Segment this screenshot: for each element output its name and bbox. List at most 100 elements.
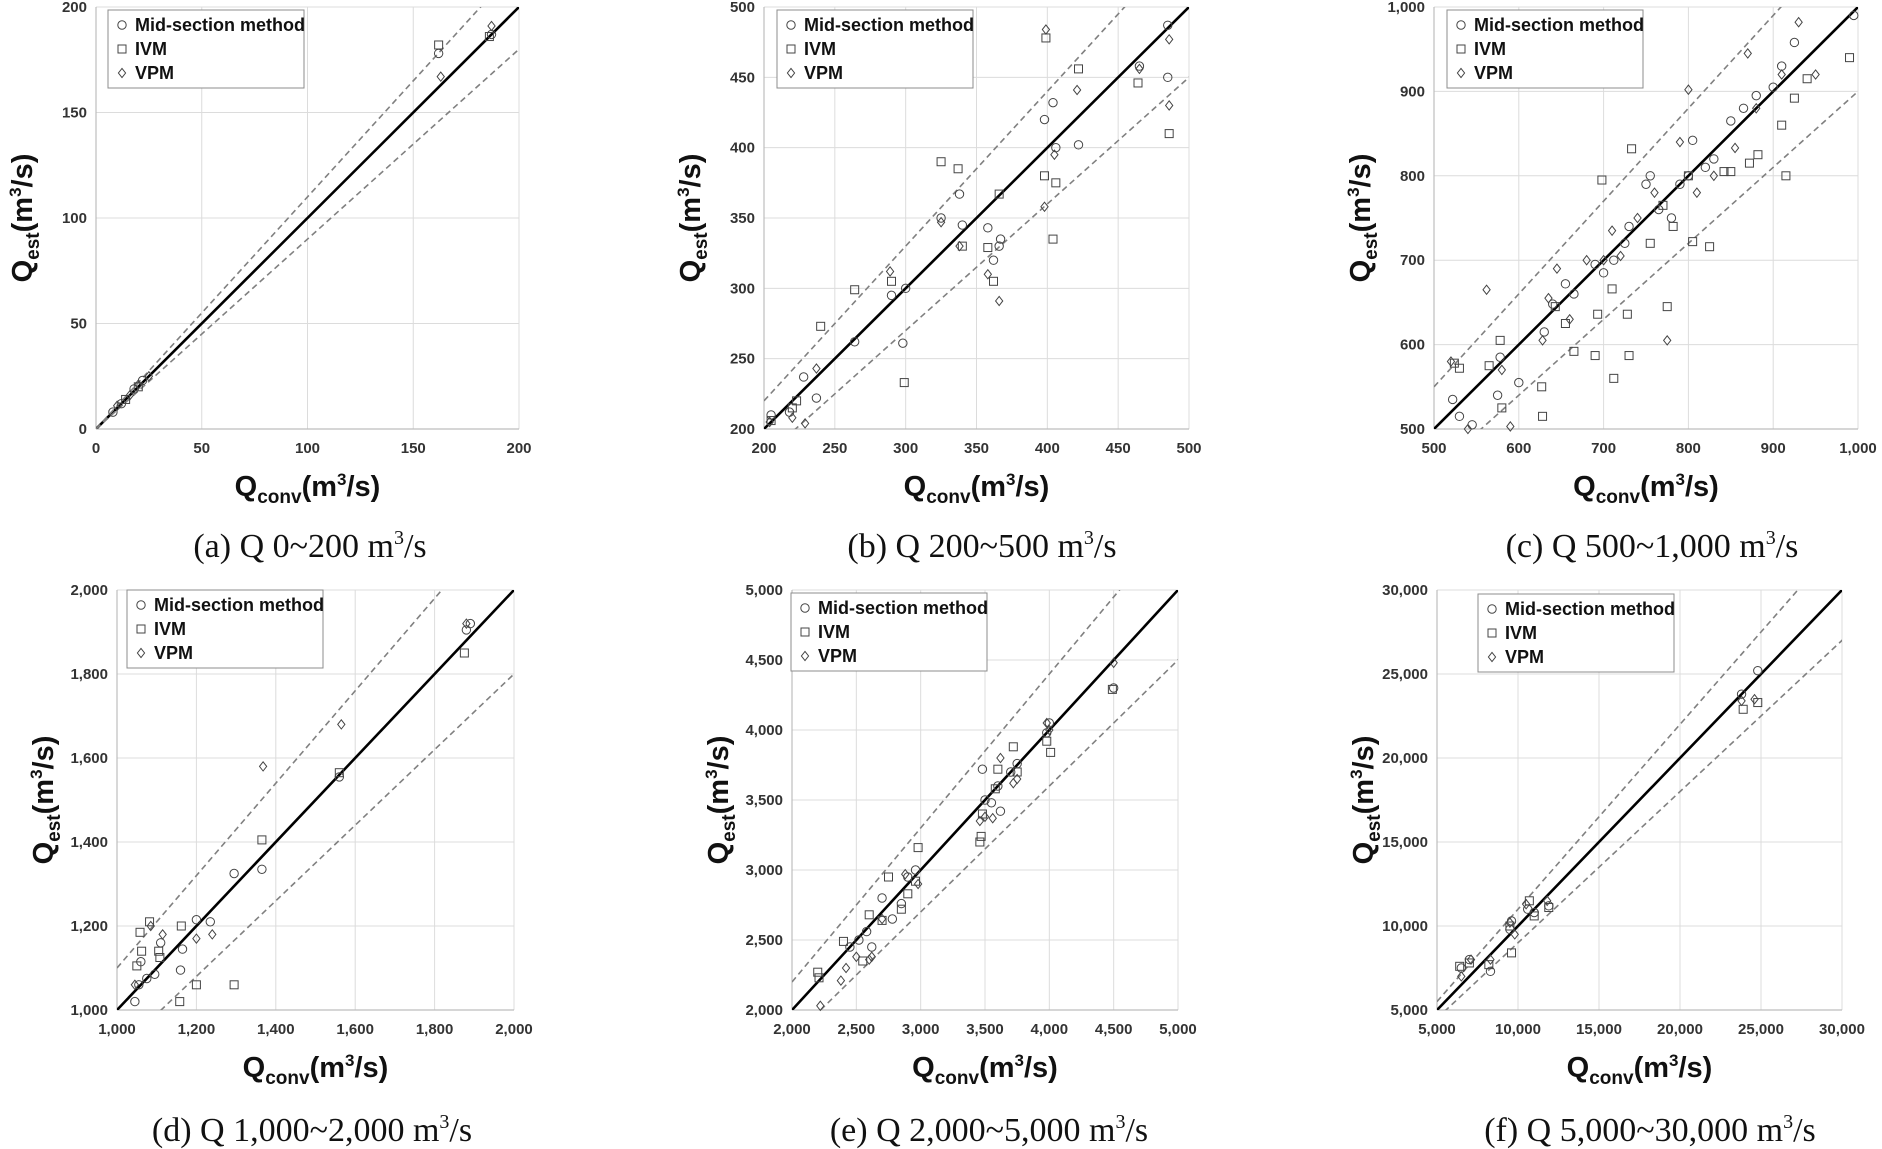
y-tick-label: 0 bbox=[79, 421, 87, 438]
x-tick-label: 150 bbox=[401, 440, 426, 457]
legend-marker-circle bbox=[1456, 20, 1466, 30]
point-diamond bbox=[1505, 917, 1515, 929]
point-diamond bbox=[1730, 142, 1740, 154]
point-circle bbox=[854, 935, 864, 945]
point-square bbox=[1624, 351, 1634, 361]
point-square bbox=[1538, 411, 1548, 421]
point-square bbox=[1133, 78, 1143, 88]
point-diamond bbox=[800, 417, 810, 429]
point-circle bbox=[1456, 963, 1467, 973]
legend-marker-diamond bbox=[800, 650, 810, 662]
point-square bbox=[989, 276, 998, 286]
legend-marker-diamond bbox=[117, 67, 127, 79]
reference-lines bbox=[1434, 7, 1858, 429]
reference-lines bbox=[764, 7, 1189, 429]
legend-box bbox=[776, 9, 974, 89]
y-tick-label: 700 bbox=[1400, 252, 1425, 269]
point-square bbox=[1008, 742, 1018, 752]
point-square bbox=[1802, 74, 1812, 84]
x-tick-label: 100 bbox=[295, 440, 320, 457]
point-circle bbox=[1495, 352, 1505, 362]
x-axis-label: Qconv(m3/s) bbox=[1573, 470, 1719, 508]
x-axis-label: Qconv(m3/s) bbox=[1567, 1051, 1713, 1089]
point-square bbox=[334, 768, 344, 778]
point-circle bbox=[1687, 135, 1698, 146]
point-square bbox=[858, 956, 868, 966]
legend-label: Mid-section method bbox=[154, 595, 324, 615]
y-tick-label: 15,000 bbox=[1382, 834, 1428, 851]
point-square bbox=[459, 648, 469, 658]
panel-f: 5,000 10,000 15,000 20,000 25,000 30,000 5,000… bbox=[1347, 582, 1865, 1149]
point-square bbox=[896, 904, 906, 914]
point-diamond bbox=[836, 975, 846, 987]
point-diamond bbox=[462, 618, 471, 630]
legend-marker-diamond bbox=[1456, 67, 1466, 79]
point-diamond bbox=[208, 928, 217, 940]
point-circle bbox=[1700, 162, 1711, 173]
y-tick-label: 20,000 bbox=[1382, 750, 1428, 767]
x-tick-label: 350 bbox=[964, 440, 989, 457]
x-tick-label: 1,000 bbox=[98, 1021, 136, 1038]
point-circle bbox=[1666, 213, 1677, 223]
point-diamond bbox=[1582, 254, 1591, 266]
point-diamond bbox=[1012, 773, 1022, 785]
y-tick-label: 200 bbox=[62, 0, 87, 16]
point-square bbox=[1455, 961, 1465, 971]
panel-a: 0 50 100 150 200 0 50 100 150 200 Mid-section meth… bbox=[6, 0, 532, 565]
point-diamond bbox=[1009, 777, 1018, 789]
point-diamond bbox=[1486, 954, 1495, 966]
point-circle bbox=[177, 944, 188, 954]
upper-bound-line bbox=[1434, 7, 1782, 388]
point-diamond bbox=[1709, 170, 1719, 182]
point-diamond bbox=[1521, 898, 1531, 910]
point-circle bbox=[1514, 377, 1524, 388]
point-circle bbox=[1624, 221, 1634, 232]
point-square bbox=[850, 285, 860, 295]
upper-bound-line bbox=[117, 590, 443, 969]
x-tick-label: 5,000 bbox=[1418, 1021, 1456, 1038]
point-circle bbox=[1039, 114, 1050, 125]
legend-marker-circle bbox=[786, 20, 796, 30]
point-diamond bbox=[1565, 313, 1574, 325]
point-circle bbox=[936, 213, 946, 223]
y-tick-label: 1,400 bbox=[70, 834, 108, 851]
y-tick-label: 5,000 bbox=[1390, 1002, 1428, 1019]
point-circle bbox=[877, 893, 887, 903]
point-circle bbox=[1044, 718, 1055, 728]
one-to-one-line bbox=[1437, 590, 1842, 1010]
point-circle bbox=[1548, 299, 1558, 309]
y-axis-label: Qest(m3/s) bbox=[6, 154, 44, 283]
legend-box bbox=[107, 9, 305, 89]
y-tick-label: 400 bbox=[730, 140, 755, 157]
x-tick-label: 1,000 bbox=[1839, 440, 1877, 457]
point-diamond bbox=[1552, 263, 1562, 275]
point-circle bbox=[134, 980, 144, 990]
point-diamond bbox=[337, 718, 346, 730]
point-diamond bbox=[988, 812, 997, 824]
legend-marker-circle bbox=[1487, 604, 1497, 614]
data-points bbox=[1455, 665, 1763, 982]
point-circle bbox=[1073, 140, 1084, 150]
point-circle bbox=[175, 965, 186, 975]
y-axis-label: Qest(m3/s) bbox=[702, 736, 740, 865]
point-diamond bbox=[1072, 84, 1082, 96]
y-tick-label: 4,500 bbox=[745, 652, 783, 669]
panel-caption: (d) Q 1,000~2,000 m3/s bbox=[152, 1111, 472, 1149]
point-diamond bbox=[1510, 928, 1519, 940]
point-diamond bbox=[1045, 724, 1054, 736]
point-diamond bbox=[1662, 334, 1672, 346]
legend-label: IVM bbox=[804, 39, 836, 59]
panel-caption: (b) Q 200~500 m3/s bbox=[847, 527, 1116, 565]
lower-bound-line bbox=[96, 48, 519, 429]
point-circle bbox=[1768, 82, 1778, 92]
data-points bbox=[765, 20, 1174, 429]
point-diamond bbox=[1041, 24, 1051, 35]
x-axis-label: Qconv(m3/s) bbox=[243, 1051, 389, 1089]
point-square bbox=[1484, 361, 1494, 371]
point-circle bbox=[191, 915, 202, 925]
point-square bbox=[1593, 309, 1603, 319]
legend-label: IVM bbox=[154, 619, 186, 639]
point-square bbox=[864, 910, 874, 920]
point-square bbox=[1164, 129, 1174, 139]
y-tick-label: 3,000 bbox=[745, 862, 783, 879]
